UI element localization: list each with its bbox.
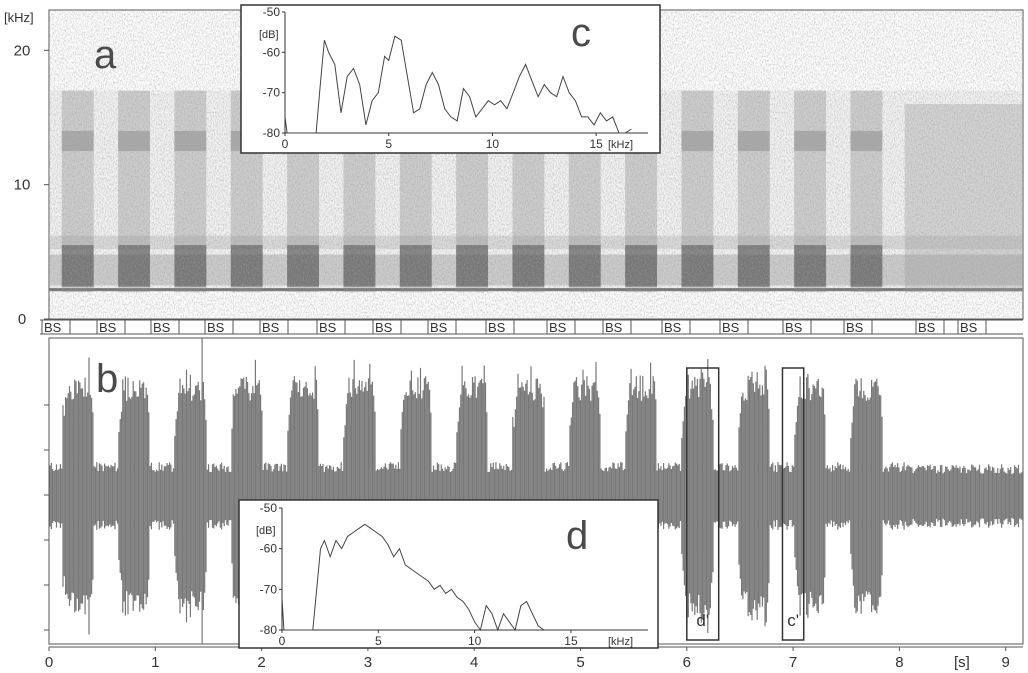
inset-y-tick-label: -70 [263,86,281,100]
bs-label: BS [846,320,864,335]
bs-box [150,319,180,335]
inset-y-label: [dB] [259,29,279,41]
bs-label: BS [918,320,936,335]
time-tick-label: 7 [789,654,797,671]
oscillogram-markers: d' c' [686,367,805,641]
bs-box [843,319,873,335]
time-tick-label: 6 [683,654,691,671]
oscillogram-y-ticks [44,404,49,631]
bs-box [372,319,402,335]
bs-label: BS [207,320,225,335]
inset-c-plot: -50 -60 -70 -80 [dB] 0 5 10 15 [kHz] [259,5,648,151]
bs-label: BS [430,320,448,335]
time-marker-box [781,367,805,641]
spectrogram-y-unit: [kHz] [4,10,34,25]
inset-spectrum-line [284,35,632,134]
inset-y-tick-label: -60 [260,542,278,556]
bs-label: BS [44,320,62,335]
bs-label: BS [375,320,393,335]
bs-label: BS [605,320,623,335]
bs-box [427,319,457,335]
time-marker-box [686,367,720,641]
inset-x-tick-label: 10 [486,137,500,151]
oscillogram-waveform [49,338,1023,644]
bs-box [96,319,126,335]
spectrogram-y-tick-label: 10 [14,177,31,194]
inset-x-label: [kHz] [608,139,633,151]
bs-box [259,319,289,335]
time-tick-label: 5 [576,654,584,671]
time-axis: [s] 0 1 2 3 4 5 6 7 8 9 [45,646,1023,671]
bs-label: BS [549,320,567,335]
bs-label: BS [99,320,117,335]
bs-box [316,319,346,335]
inset-y-tick-label: -50 [260,501,278,515]
inset-d-plot: -50 -60 -70 -80 [dB] 0 5 10 15 [kHz] [256,501,648,648]
inset-y-tick-label: -60 [263,45,281,59]
inset-d-label: d [566,514,588,558]
bs-box [782,319,812,335]
spectrogram-y-tick-label: 20 [14,42,31,59]
inset-x-tick-label: 5 [385,137,392,151]
spectrogram-y-ticks: 0 10 20 [14,42,49,328]
inset-x-tick-label: 10 [468,634,482,648]
bs-box [661,319,691,335]
inset-y-tick-label: -80 [263,126,281,140]
bs-box [41,319,71,335]
inset-y-tick-label: -80 [260,623,278,637]
inset-x-tick-label: 15 [589,137,603,151]
spectrogram-panel-label: a [94,33,117,77]
bs-box [719,319,749,335]
time-tick-label: 4 [470,654,478,671]
inset-x-tick-label: 0 [279,634,286,648]
inset-c: -50 -60 -70 -80 [dB] 0 5 10 15 [kHz] c [240,4,661,154]
inset-x-tick-label: 0 [282,137,289,151]
time-marker-label: c' [787,611,799,630]
inset-spectrum-line [281,523,545,632]
oscillogram-panel-label: b [96,357,118,401]
inset-x-tick-label: 5 [375,634,382,648]
inset-x-tick-label: 15 [564,634,578,648]
bs-labels: BS BS BS BS BS BS BS BS BS BS BS BS BS BS BS BS BS [41,319,987,335]
time-marker-label: d' [696,611,709,630]
bs-box [204,319,234,335]
bs-label: BS [960,320,978,335]
time-axis-unit: [s] [954,654,970,671]
bs-label: BS [319,320,337,335]
spectrogram-y-tick-label: 0 [18,311,26,328]
inset-y-tick-label: -70 [260,582,278,596]
time-tick-label: 1 [151,654,159,671]
bs-label: BS [153,320,171,335]
bs-label: BS [262,320,280,335]
inset-c-label: c [571,11,591,55]
time-tick-label: 8 [895,654,903,671]
bs-box [957,319,987,335]
bs-box [485,319,515,335]
bs-box [915,319,945,335]
time-tick-label: 0 [45,654,53,671]
inset-x-label: [kHz] [608,636,633,648]
inset-y-tick-label: -50 [263,5,281,19]
bs-label: BS [488,320,506,335]
bs-label: BS [785,320,803,335]
time-tick-label: 2 [257,654,265,671]
inset-y-label: [dB] [256,525,276,537]
bs-label: BS [722,320,740,335]
bs-box [546,319,576,335]
waveform-trace [49,338,1023,644]
time-tick-label: 3 [364,654,372,671]
time-tick-label: 9 [1002,654,1010,671]
inset-d: -50 -60 -70 -80 [dB] 0 5 10 15 [kHz] d [238,499,659,649]
bs-label: BS [664,320,682,335]
bs-box [602,319,632,335]
